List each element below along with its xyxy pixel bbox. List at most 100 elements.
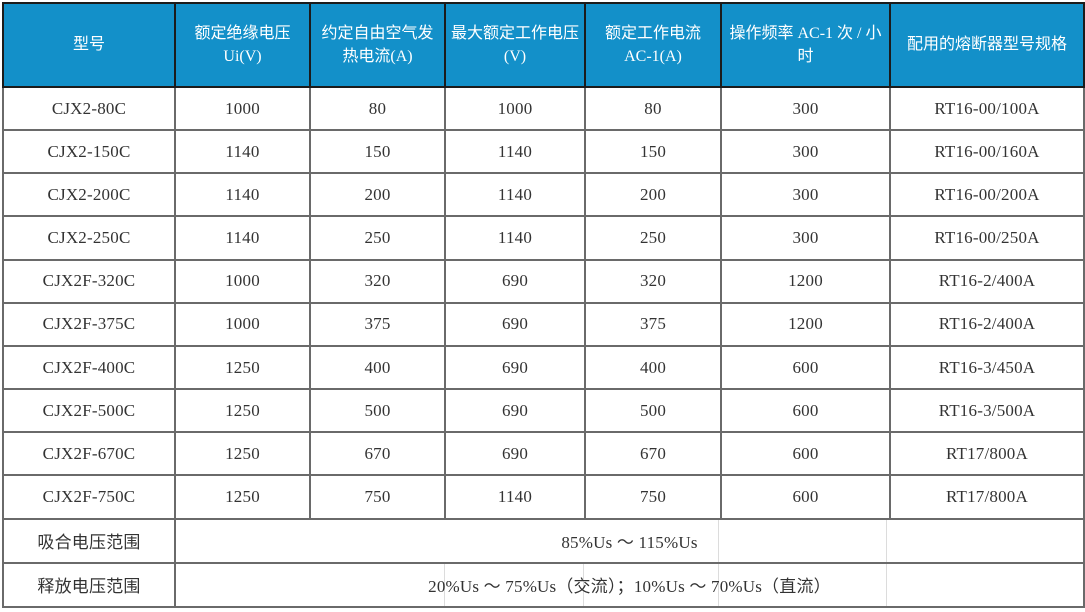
cell-ui: 1140 — [174, 215, 311, 261]
cell-frequency: 300 — [720, 129, 891, 175]
cell-ue-max: 690 — [444, 258, 586, 304]
pickup-voltage-range-value: 85%Us ～ 115%Us — [561, 533, 698, 553]
cell-ith: 375 — [309, 301, 446, 347]
cell-ith: 200 — [309, 172, 446, 218]
column-header-model: 型号 — [2, 2, 176, 88]
cell-ui: 1140 — [174, 129, 311, 175]
cell-model: CJX2-200C — [2, 172, 176, 218]
cell-ui: 1250 — [174, 431, 311, 477]
table-row: CJX2F-750C 1250 750 1140 750 600 RT17/80… — [2, 474, 1085, 520]
table-row: CJX2-250C 1140 250 1140 250 300 RT16-00/… — [2, 215, 1085, 261]
pickup-voltage-range-row: 吸合电压范围 85%Us ～ 115%Us — [2, 517, 1085, 564]
cell-ui: 1250 — [174, 344, 311, 391]
cell-frequency: 600 — [720, 431, 891, 477]
cell-ith: 250 — [309, 215, 446, 261]
cell-ie: 400 — [584, 344, 722, 391]
column-header-max-working-voltage: 最大额定工作电压(V) — [444, 2, 586, 88]
column-header-thermal-current: 约定自由空气发热电流(A) — [309, 2, 446, 88]
ghost-gridline — [886, 520, 888, 561]
cell-frequency: 600 — [720, 474, 891, 520]
table-row: CJX2F-320C 1000 320 690 320 1200 RT16-2/… — [2, 258, 1085, 304]
cell-frequency: 300 — [720, 85, 891, 132]
cell-ith: 670 — [309, 431, 446, 477]
cell-model: CJX2F-375C — [2, 301, 176, 347]
cell-fuse: RT17/800A — [889, 431, 1085, 477]
table-row: CJX2F-375C 1000 375 690 375 1200 RT16-2/… — [2, 301, 1085, 347]
table-row: CJX2-80C 1000 80 1000 80 300 RT16-00/100… — [2, 85, 1085, 132]
cell-ie: 150 — [584, 129, 722, 175]
table-row: CJX2F-500C 1250 500 690 500 600 RT16-3/5… — [2, 388, 1085, 434]
cell-ie: 320 — [584, 258, 722, 304]
cell-ui: 1140 — [174, 172, 311, 218]
release-voltage-range-value: 20%Us ～ 75%Us（交流）；10%Us ～ 70%Us（直流） — [428, 577, 831, 597]
cell-fuse: RT16-3/500A — [889, 388, 1085, 434]
cell-model: CJX2F-320C — [2, 258, 176, 304]
header-row: 型号 额定绝缘电压 Ui(V) 约定自由空气发热电流(A) 最大额定工作电压(V… — [2, 2, 1085, 88]
cell-ue-max: 690 — [444, 344, 586, 391]
release-voltage-range-label: 释放电压范围 — [2, 561, 176, 609]
cell-ui: 1000 — [174, 258, 311, 304]
cell-fuse: RT16-00/250A — [889, 215, 1085, 261]
cell-ie: 250 — [584, 215, 722, 261]
cell-ui: 1250 — [174, 474, 311, 520]
column-header-operating-frequency: 操作频率 AC-1 次 / 小时 — [720, 2, 891, 88]
cell-ie: 670 — [584, 431, 722, 477]
cell-ui: 1000 — [174, 85, 311, 132]
cell-frequency: 1200 — [720, 301, 891, 347]
cell-fuse: RT16-3/450A — [889, 344, 1085, 391]
table-row: CJX2-150C 1140 150 1140 150 300 RT16-00/… — [2, 129, 1085, 175]
column-header-insulation-voltage: 额定绝缘电压 Ui(V) — [174, 2, 311, 88]
cell-ue-max: 690 — [444, 301, 586, 347]
cell-fuse: RT16-00/200A — [889, 172, 1085, 218]
cell-ue-max: 1140 — [444, 129, 586, 175]
cell-ue-max: 1140 — [444, 172, 586, 218]
cell-model: CJX2-80C — [2, 85, 176, 132]
ghost-gridline — [886, 564, 888, 605]
cell-fuse: RT16-2/400A — [889, 258, 1085, 304]
cell-ie: 500 — [584, 388, 722, 434]
cell-model: CJX2F-500C — [2, 388, 176, 434]
cell-ue-max: 690 — [444, 388, 586, 434]
cell-ue-max: 690 — [444, 431, 586, 477]
cell-ui: 1250 — [174, 388, 311, 434]
cell-ue-max: 1140 — [444, 215, 586, 261]
cell-frequency: 600 — [720, 344, 891, 391]
cell-model: CJX2-250C — [2, 215, 176, 261]
table-row: CJX2-200C 1140 200 1140 200 300 RT16-00/… — [2, 172, 1085, 218]
cell-frequency: 600 — [720, 388, 891, 434]
ghost-gridline — [718, 520, 720, 561]
cell-fuse: RT16-2/400A — [889, 301, 1085, 347]
table-row: CJX2F-670C 1250 670 690 670 600 RT17/800… — [2, 431, 1085, 477]
cell-ue-max: 1140 — [444, 474, 586, 520]
pickup-voltage-range-cell: 85%Us ～ 115%Us — [174, 517, 1085, 564]
cell-ie: 750 — [584, 474, 722, 520]
cell-ith: 320 — [309, 258, 446, 304]
cell-ie: 80 — [584, 85, 722, 132]
cell-ith: 80 — [309, 85, 446, 132]
release-voltage-range-row: 释放电压范围 20%Us ～ 75%Us（交流）；10%Us ～ 70%Us（直… — [2, 561, 1085, 609]
cell-ui: 1000 — [174, 301, 311, 347]
cell-ith: 750 — [309, 474, 446, 520]
cell-frequency: 300 — [720, 215, 891, 261]
cell-frequency: 300 — [720, 172, 891, 218]
cell-model: CJX2F-400C — [2, 344, 176, 391]
cell-fuse: RT17/800A — [889, 474, 1085, 520]
release-voltage-range-cell: 20%Us ～ 75%Us（交流）；10%Us ～ 70%Us（直流） — [174, 561, 1085, 609]
cell-ue-max: 1000 — [444, 85, 586, 132]
cell-model: CJX2-150C — [2, 129, 176, 175]
pickup-voltage-range-label: 吸合电压范围 — [2, 517, 176, 564]
cell-ith: 400 — [309, 344, 446, 391]
cell-ith: 150 — [309, 129, 446, 175]
table-row: CJX2F-400C 1250 400 690 400 600 RT16-3/4… — [2, 344, 1085, 391]
cell-ie: 200 — [584, 172, 722, 218]
cell-ith: 500 — [309, 388, 446, 434]
column-header-working-current: 额定工作电流 AC-1(A) — [584, 2, 722, 88]
cell-ie: 375 — [584, 301, 722, 347]
cell-model: CJX2F-670C — [2, 431, 176, 477]
cell-fuse: RT16-00/100A — [889, 85, 1085, 132]
cell-fuse: RT16-00/160A — [889, 129, 1085, 175]
cell-model: CJX2F-750C — [2, 474, 176, 520]
cell-frequency: 1200 — [720, 258, 891, 304]
